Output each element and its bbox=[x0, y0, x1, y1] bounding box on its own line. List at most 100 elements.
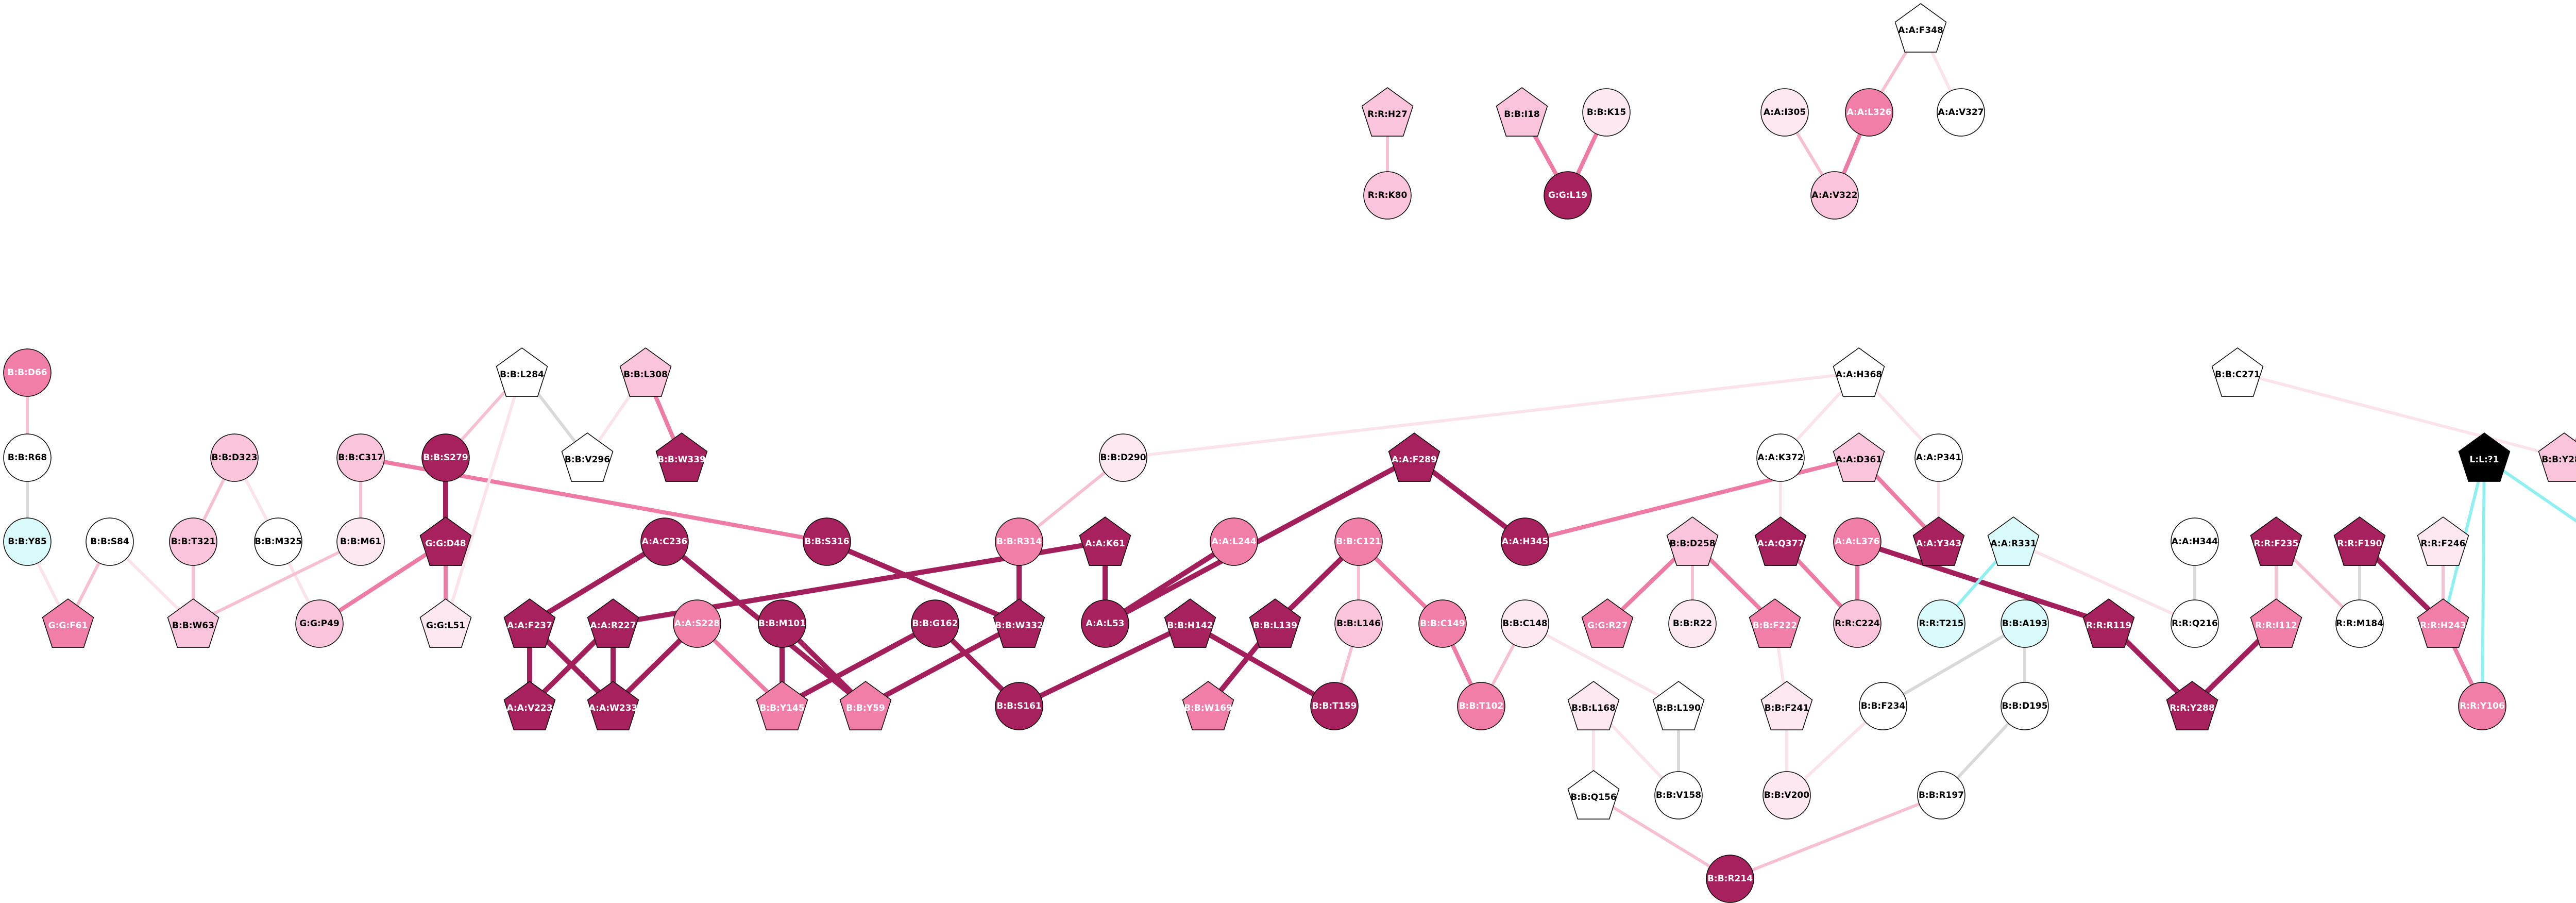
circle-node-shape bbox=[3, 517, 52, 566]
node-label: A:A:F237 bbox=[507, 621, 552, 631]
node-label: R:R:Q216 bbox=[2172, 618, 2218, 629]
node-a-a-p341: A:A:P341 bbox=[1914, 433, 1963, 482]
node-b-b-w332: B:B:W332 bbox=[993, 598, 1045, 648]
pentagon-node-shape bbox=[1079, 516, 1131, 566]
node-label: B:B:W63 bbox=[172, 621, 214, 631]
circle-node-shape bbox=[210, 433, 259, 482]
node-label: B:B:T102 bbox=[1459, 701, 1504, 711]
node-label: A:A:V327 bbox=[1938, 107, 1984, 118]
pentagon-node-shape bbox=[42, 598, 94, 648]
pentagon-node-shape bbox=[419, 516, 472, 566]
edge-layer bbox=[26, 27, 2576, 880]
node-a-a-l53: A:A:L53 bbox=[1081, 599, 1129, 648]
node-label: B:B:L146 bbox=[1336, 618, 1381, 629]
node-label: B:B:Y289 bbox=[2541, 455, 2576, 465]
circle-node-shape bbox=[803, 517, 851, 566]
pentagon-node-shape bbox=[1894, 3, 1947, 53]
node-label: B:B:V296 bbox=[565, 455, 610, 465]
node-a-a-f348: A:A:F348 bbox=[1894, 3, 1947, 53]
circle-node-shape bbox=[758, 599, 806, 648]
node-label: B:B:R22 bbox=[1673, 618, 1712, 629]
circle-node-shape bbox=[1210, 517, 1258, 566]
circle-node-shape bbox=[1859, 682, 1907, 730]
circle-node-shape bbox=[1810, 171, 1859, 220]
pentagon-node-shape bbox=[1182, 681, 1234, 730]
node-r-r-y288: R:R:Y288 bbox=[2166, 681, 2218, 730]
node-r-r-h27: R:R:H27 bbox=[1361, 87, 1414, 137]
node-b-b-k15: B:B:K15 bbox=[1582, 88, 1631, 137]
node-b-b-d323: B:B:D323 bbox=[210, 433, 259, 482]
node-r-r-f246: R:R:F246 bbox=[2417, 516, 2469, 566]
node-b-b-r214: B:B:R214 bbox=[1706, 855, 1754, 903]
node-r-r-h243: R:R:H243 bbox=[2417, 598, 2469, 648]
node-a-a-h344: A:A:H344 bbox=[2171, 517, 2219, 566]
node-label: B:B:Y85 bbox=[8, 537, 46, 547]
node-b-b-y289: B:B:Y289 bbox=[2538, 432, 2576, 482]
pentagon-node-shape bbox=[419, 598, 472, 648]
circle-node-shape bbox=[86, 517, 134, 566]
node-g-g-l51: G:G:L51 bbox=[419, 598, 472, 648]
node-b-b-s316: B:B:S316 bbox=[803, 517, 851, 566]
node-label: R:R:K80 bbox=[1368, 190, 1408, 200]
pentagon-node-shape bbox=[2333, 516, 2386, 566]
pentagon-node-shape bbox=[503, 598, 556, 648]
node-r-r-f190: R:R:F190 bbox=[2333, 516, 2386, 566]
node-r-r-t215: R:R:T215 bbox=[1917, 599, 1965, 648]
node-a-a-c236: A:A:C236 bbox=[640, 517, 689, 566]
node-label: B:B:G162 bbox=[912, 618, 958, 629]
node-label: B:B:L139 bbox=[1253, 621, 1297, 631]
node-label: B:B:C271 bbox=[2215, 370, 2260, 380]
node-label: R:R:Y288 bbox=[2170, 703, 2215, 713]
circle-node-shape bbox=[2335, 599, 2384, 648]
pentagon-node-shape bbox=[1496, 87, 1548, 137]
edge-b-b-c148-to-b-b-l190 bbox=[1523, 622, 1680, 708]
node-label: A:A:K372 bbox=[1757, 453, 1803, 463]
pentagon-node-shape bbox=[2538, 432, 2576, 482]
node-label: A:A:L53 bbox=[1086, 618, 1124, 629]
node-r-r-k80: R:R:K80 bbox=[1363, 171, 1412, 220]
node-label: B:B:R68 bbox=[8, 453, 47, 463]
node-r-r-r119: R:R:R119 bbox=[2082, 598, 2135, 648]
circle-node-shape bbox=[3, 348, 52, 397]
pentagon-node-shape bbox=[1581, 598, 1634, 648]
node-b-b-y85: B:B:Y85 bbox=[3, 517, 52, 566]
node-b-b-r22: B:B:R22 bbox=[1668, 599, 1717, 648]
node-b-b-d258: B:B:D258 bbox=[1666, 516, 1719, 566]
node-label: B:B:F241 bbox=[1765, 703, 1809, 713]
circle-node-shape bbox=[1501, 517, 1549, 566]
node-label: B:B:L308 bbox=[623, 370, 668, 380]
pentagon-node-shape bbox=[1666, 516, 1719, 566]
node-label: G:G:L19 bbox=[1548, 190, 1587, 200]
node-a-a-l244: A:A:L244 bbox=[1210, 517, 1258, 566]
node-b-b-t159: B:B:T159 bbox=[1310, 682, 1359, 730]
node-label: R:R:Y106 bbox=[2460, 701, 2505, 711]
node-label: B:B:C121 bbox=[1336, 537, 1381, 547]
node-b-b-y145: B:B:Y145 bbox=[756, 681, 808, 730]
pentagon-node-shape bbox=[167, 598, 219, 648]
node-label: R:R:H243 bbox=[2420, 621, 2466, 631]
node-label: A:A:H368 bbox=[1836, 370, 1882, 380]
node-label: A:A:F289 bbox=[1392, 455, 1437, 465]
node-a-a-r227: A:A:R227 bbox=[587, 598, 639, 648]
node-label: R:R:F246 bbox=[2421, 539, 2466, 549]
circle-node-shape bbox=[911, 599, 959, 648]
node-label: B:B:R197 bbox=[1919, 790, 1964, 800]
node-a-a-r331: A:A:R331 bbox=[1987, 516, 2040, 566]
node-label: B:B:Y145 bbox=[759, 703, 804, 713]
circle-node-shape bbox=[1501, 599, 1549, 648]
circle-node-shape bbox=[1334, 517, 1383, 566]
node-label: R:R:F190 bbox=[2337, 539, 2382, 549]
node-label: A:A:R331 bbox=[1990, 539, 2036, 549]
node-l-l-1: L:L:?1 bbox=[2458, 432, 2511, 482]
node-b-b-c148: B:B:C148 bbox=[1501, 599, 1549, 648]
node-label: A:A:P341 bbox=[1916, 453, 1962, 463]
node-b-b-r314: B:B:R314 bbox=[995, 517, 1043, 566]
node-b-b-f234: B:B:F234 bbox=[1859, 682, 1907, 730]
pentagon-node-shape bbox=[1754, 516, 1807, 566]
node-g-g-p49: G:G:P49 bbox=[295, 599, 344, 648]
circle-node-shape bbox=[1582, 88, 1631, 137]
circle-node-shape bbox=[1914, 433, 1963, 482]
circle-node-shape bbox=[995, 682, 1043, 730]
pentagon-node-shape bbox=[1987, 516, 2040, 566]
